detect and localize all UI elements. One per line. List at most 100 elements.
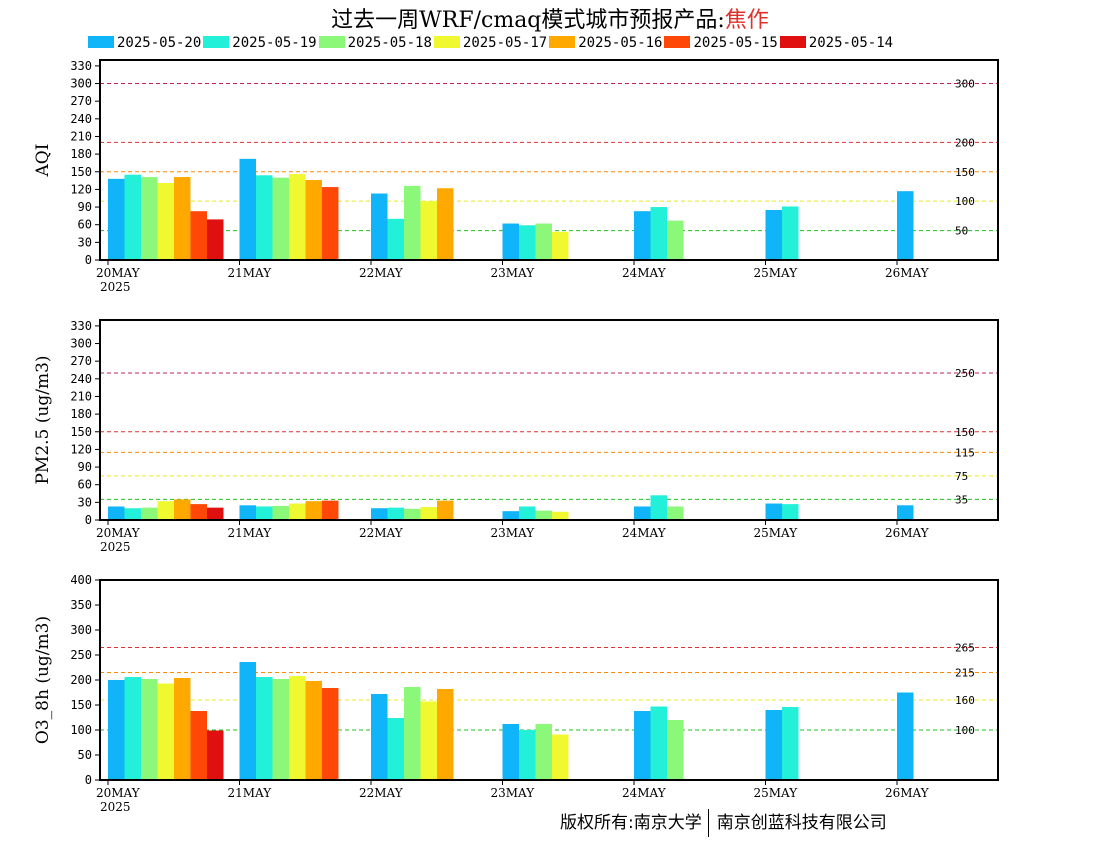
y-tick-label: 50 bbox=[78, 748, 92, 762]
copyright-left: 版权所有:南京大学 bbox=[560, 813, 702, 833]
bar bbox=[124, 677, 141, 780]
bar bbox=[404, 185, 421, 260]
y-tick-label: 330 bbox=[70, 59, 92, 73]
title-city: 焦作 bbox=[724, 8, 769, 33]
bar bbox=[765, 210, 782, 260]
bar bbox=[256, 175, 273, 260]
x-tick-label: 22MAY bbox=[359, 526, 404, 540]
bar bbox=[437, 689, 454, 780]
y-tick-label: 90 bbox=[78, 460, 92, 474]
y-tick-label: 270 bbox=[70, 354, 92, 368]
bar bbox=[404, 687, 421, 780]
x-year-label: 2025 bbox=[100, 280, 131, 294]
chart-panel: 300 200 150 100 50 0 30 60 90 120 150 180 210 240 270 3… bbox=[33, 59, 999, 294]
bar bbox=[634, 506, 651, 520]
bar bbox=[289, 503, 306, 520]
x-tick-label: 21MAY bbox=[228, 266, 273, 280]
bar bbox=[667, 506, 684, 520]
bar bbox=[289, 174, 306, 260]
bar bbox=[667, 220, 684, 260]
threshold-label: 200 bbox=[955, 136, 975, 149]
copyright-right: 南京创蓝科技有限公司 bbox=[716, 813, 887, 833]
y-tick-label: 30 bbox=[78, 495, 92, 509]
threshold-label: 115 bbox=[955, 446, 975, 459]
plot-frame bbox=[99, 319, 999, 521]
threshold-label: 300 bbox=[955, 78, 975, 91]
x-tick-label: 26MAY bbox=[885, 786, 930, 800]
bar bbox=[305, 501, 322, 520]
y-tick-label: 0 bbox=[85, 773, 92, 787]
bar bbox=[437, 500, 454, 520]
bar bbox=[239, 505, 256, 520]
bar bbox=[552, 734, 569, 780]
bar bbox=[535, 510, 552, 520]
bar bbox=[437, 188, 454, 260]
legend-swatch bbox=[318, 36, 345, 48]
legend-label: 2025-05-16 bbox=[578, 35, 663, 51]
y-tick-label: 300 bbox=[70, 623, 92, 637]
threshold-label: 50 bbox=[955, 225, 968, 238]
copyright-separator bbox=[707, 809, 709, 837]
y-tick-label: 180 bbox=[70, 407, 92, 421]
legend-swatch bbox=[664, 36, 691, 48]
threshold-label: 35 bbox=[955, 493, 968, 506]
threshold-label: 150 bbox=[955, 166, 975, 179]
x-tick-label: 24MAY bbox=[622, 266, 667, 280]
x-tick-label: 23MAY bbox=[491, 786, 536, 800]
x-tick-label: 21MAY bbox=[228, 786, 273, 800]
bar bbox=[207, 507, 224, 520]
x-tick-label: 22MAY bbox=[359, 786, 404, 800]
x-tick-label: 24MAY bbox=[622, 526, 667, 540]
bar bbox=[207, 730, 224, 780]
bar bbox=[190, 211, 207, 260]
y-axis-label: O3_8h (ug/m3) bbox=[33, 616, 53, 744]
bar bbox=[650, 495, 667, 520]
x-year-label: 2025 bbox=[100, 800, 131, 814]
legend-item: 2025-05-15 bbox=[664, 35, 778, 51]
x-tick-label: 26MAY bbox=[885, 266, 930, 280]
y-axis-label: AQI bbox=[33, 144, 53, 178]
bar bbox=[371, 694, 388, 780]
x-tick-label: 25MAY bbox=[754, 526, 799, 540]
bar bbox=[157, 501, 174, 520]
bar bbox=[239, 662, 256, 780]
bar bbox=[108, 680, 125, 780]
x-tick-label: 25MAY bbox=[754, 786, 799, 800]
bar bbox=[272, 679, 289, 780]
y-tick-label: 90 bbox=[78, 200, 92, 214]
bar bbox=[502, 511, 519, 520]
chart-panel: 250 150 115 75 35 0 30 60 90 120 150 180 210 240 270 30… bbox=[33, 319, 999, 554]
y-tick-label: 120 bbox=[70, 182, 92, 196]
y-tick-label: 300 bbox=[70, 337, 92, 351]
x-year-label: 2025 bbox=[100, 540, 131, 554]
bar bbox=[782, 504, 799, 520]
legend-item: 2025-05-20 bbox=[88, 35, 201, 51]
x-tick-label: 22MAY bbox=[359, 266, 404, 280]
bar bbox=[256, 677, 273, 780]
legend: 2025-05-20 2025-05-19 2025-05-18 2025-05-17… bbox=[88, 35, 895, 53]
y-tick-label: 240 bbox=[70, 372, 92, 386]
y-tick-label: 150 bbox=[70, 698, 92, 712]
bar bbox=[404, 508, 421, 520]
bar bbox=[305, 681, 322, 780]
y-tick-label: 270 bbox=[70, 94, 92, 108]
bar bbox=[157, 182, 174, 260]
x-tick-label: 24MAY bbox=[622, 786, 667, 800]
x-tick-label: 25MAY bbox=[754, 266, 799, 280]
plot-frame bbox=[99, 59, 999, 261]
bar bbox=[289, 676, 306, 780]
legend-item: 2025-05-14 bbox=[779, 35, 893, 51]
y-tick-label: 300 bbox=[70, 77, 92, 91]
legend-item: 2025-05-18 bbox=[318, 35, 432, 51]
legend-swatch bbox=[779, 36, 806, 48]
bar bbox=[272, 177, 289, 260]
bar bbox=[371, 193, 388, 260]
threshold-label: 265 bbox=[955, 642, 975, 655]
y-tick-label: 100 bbox=[70, 723, 92, 737]
legend-label: 2025-05-19 bbox=[232, 35, 317, 51]
bar bbox=[108, 506, 125, 520]
bar bbox=[552, 511, 569, 520]
legend-label: 2025-05-15 bbox=[693, 35, 778, 51]
bar bbox=[765, 503, 782, 520]
y-tick-label: 150 bbox=[70, 165, 92, 179]
